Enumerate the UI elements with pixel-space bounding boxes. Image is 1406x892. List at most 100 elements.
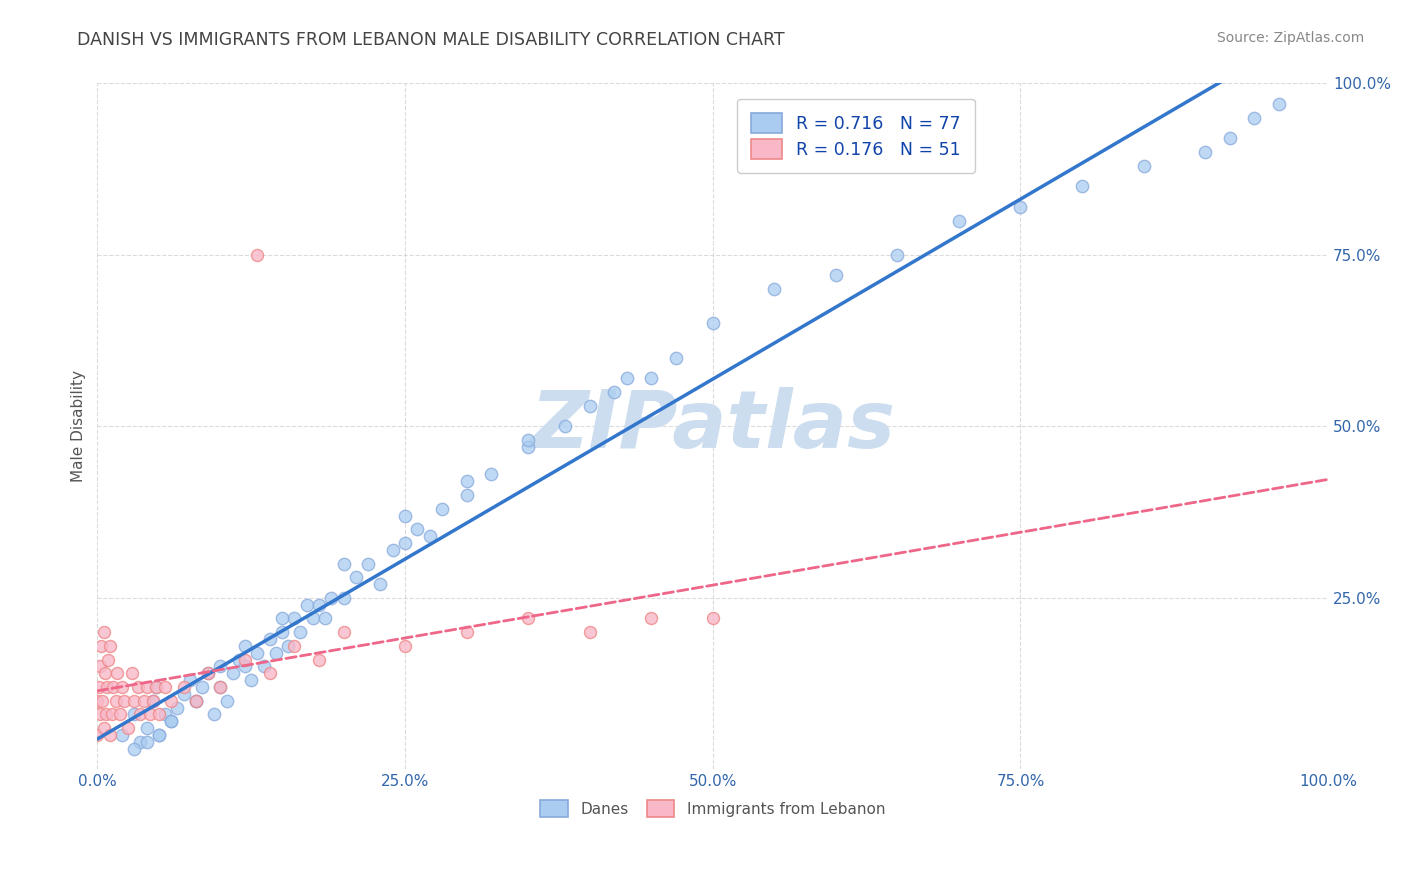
Point xyxy=(301,611,323,625)
Point xyxy=(173,687,195,701)
Point xyxy=(215,694,238,708)
Point xyxy=(1132,159,1154,173)
Point xyxy=(344,570,367,584)
Point xyxy=(233,652,256,666)
Point xyxy=(517,611,540,625)
Point xyxy=(295,598,318,612)
Point xyxy=(394,536,416,550)
Point xyxy=(308,652,330,666)
Point xyxy=(381,542,404,557)
Point xyxy=(129,707,152,722)
Point xyxy=(142,694,165,708)
Point xyxy=(406,522,429,536)
Point xyxy=(222,666,245,681)
Point xyxy=(430,501,453,516)
Point xyxy=(127,680,149,694)
Point xyxy=(332,557,354,571)
Point xyxy=(824,268,846,283)
Point xyxy=(578,399,600,413)
Legend: Danes, Immigrants from Lebanon: Danes, Immigrants from Lebanon xyxy=(534,794,891,823)
Point xyxy=(308,598,330,612)
Point xyxy=(702,611,724,625)
Point xyxy=(233,659,256,673)
Point xyxy=(129,735,152,749)
Point xyxy=(252,659,274,673)
Point xyxy=(142,694,165,708)
Point xyxy=(108,707,131,722)
Point xyxy=(763,282,786,296)
Point xyxy=(104,694,127,708)
Point xyxy=(135,721,157,735)
Point xyxy=(1071,179,1094,194)
Point xyxy=(283,639,305,653)
Point xyxy=(271,625,294,640)
Point xyxy=(179,673,201,687)
Point xyxy=(264,646,287,660)
Point xyxy=(134,694,156,708)
Point xyxy=(96,680,118,694)
Point xyxy=(98,728,121,742)
Point xyxy=(124,707,146,722)
Point xyxy=(184,694,207,708)
Point xyxy=(616,371,638,385)
Point xyxy=(259,666,281,681)
Point xyxy=(94,707,117,722)
Point xyxy=(98,639,121,653)
Point xyxy=(357,557,380,571)
Point xyxy=(202,707,225,722)
Point xyxy=(394,639,416,653)
Point xyxy=(124,741,146,756)
Point xyxy=(228,652,250,666)
Point xyxy=(124,694,146,708)
Point xyxy=(90,639,112,653)
Point xyxy=(702,317,724,331)
Point xyxy=(246,646,269,660)
Text: Source: ZipAtlas.com: Source: ZipAtlas.com xyxy=(1216,31,1364,45)
Point xyxy=(321,591,343,605)
Point xyxy=(153,680,176,694)
Point xyxy=(578,625,600,640)
Point xyxy=(86,728,108,742)
Point xyxy=(111,728,134,742)
Point xyxy=(173,680,195,694)
Point xyxy=(191,680,214,694)
Point xyxy=(370,577,392,591)
Y-axis label: Male Disability: Male Disability xyxy=(72,370,86,483)
Point xyxy=(97,652,120,666)
Point xyxy=(1268,97,1291,112)
Point xyxy=(1219,131,1241,145)
Point xyxy=(197,666,219,681)
Point xyxy=(166,700,188,714)
Point xyxy=(184,694,207,708)
Point xyxy=(640,611,662,625)
Point xyxy=(314,611,336,625)
Point xyxy=(184,694,207,708)
Point xyxy=(105,666,128,681)
Point xyxy=(135,735,157,749)
Point xyxy=(233,639,256,653)
Point xyxy=(135,680,157,694)
Point xyxy=(89,707,111,722)
Point xyxy=(603,385,626,400)
Point xyxy=(886,248,908,262)
Point xyxy=(145,680,167,694)
Point xyxy=(101,707,124,722)
Point xyxy=(197,666,219,681)
Point xyxy=(93,625,115,640)
Point xyxy=(160,714,183,729)
Point xyxy=(153,707,176,722)
Point xyxy=(517,440,540,454)
Point xyxy=(111,680,134,694)
Point xyxy=(283,611,305,625)
Point xyxy=(554,419,576,434)
Point xyxy=(277,639,299,653)
Point xyxy=(121,666,143,681)
Point xyxy=(640,371,662,385)
Point xyxy=(419,529,441,543)
Point xyxy=(145,680,167,694)
Point xyxy=(290,625,312,640)
Point xyxy=(271,611,294,625)
Point xyxy=(93,721,115,735)
Point xyxy=(246,248,269,262)
Point xyxy=(148,728,170,742)
